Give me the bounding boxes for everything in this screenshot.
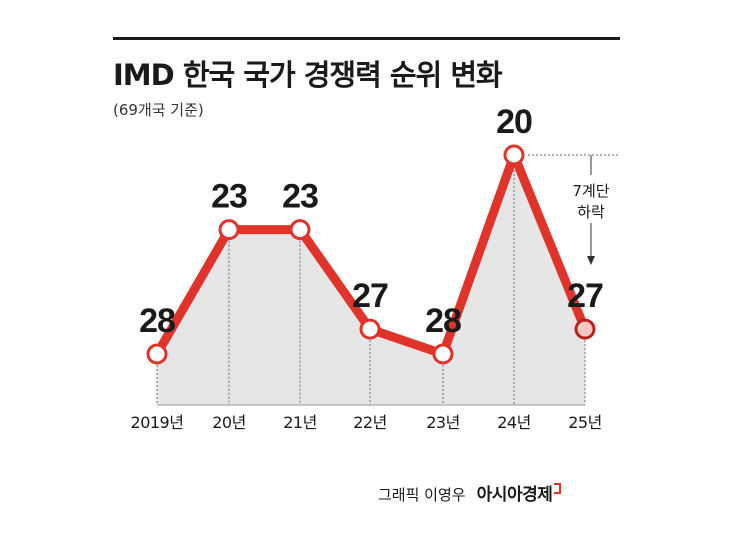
data-point-4 bbox=[432, 343, 454, 365]
data-point-1 bbox=[218, 219, 240, 241]
top-rule bbox=[113, 37, 620, 40]
x-tick-label-0: 2019년 bbox=[131, 413, 184, 432]
annotation-text-line2: 하락 bbox=[577, 203, 605, 221]
data-label-0: 28 bbox=[139, 302, 175, 340]
data-points bbox=[146, 144, 596, 365]
data-label-6: 27 bbox=[567, 277, 603, 315]
brand-logo: 아시아경제 bbox=[476, 485, 553, 505]
credit-text: 그래픽 이영우 bbox=[378, 486, 466, 504]
data-point-0 bbox=[146, 343, 168, 365]
data-point-5 bbox=[503, 144, 525, 166]
area-fill bbox=[157, 155, 585, 405]
data-label-2: 23 bbox=[282, 178, 318, 216]
data-label-1: 23 bbox=[211, 178, 247, 216]
data-label-3: 27 bbox=[352, 277, 388, 315]
x-tick-label-6: 25년 bbox=[568, 413, 602, 432]
data-label-4: 28 bbox=[425, 302, 461, 340]
x-tick-label-2: 21년 bbox=[283, 413, 317, 432]
x-tick-label-5: 24년 bbox=[497, 413, 531, 432]
x-tick-labels: 2019년 20년 21년 22년 23년 24년 25년 bbox=[131, 413, 603, 432]
x-tick-label-4: 23년 bbox=[426, 413, 460, 432]
x-tick-label-3: 22년 bbox=[353, 413, 387, 432]
drop-annotation: 7계단 하락 bbox=[528, 154, 618, 265]
data-point-6 bbox=[574, 318, 596, 340]
data-point-3 bbox=[359, 318, 381, 340]
annotation-text-line1: 7계단 bbox=[572, 182, 609, 200]
data-labels: 28 23 23 27 28 20 27 bbox=[139, 103, 604, 340]
chart-title: IMD 한국 국가 경쟁력 순위 변화 bbox=[113, 58, 503, 92]
logo-mark-icon bbox=[554, 483, 562, 494]
x-tick-label-1: 20년 bbox=[212, 413, 246, 432]
annotation-arrowhead bbox=[587, 256, 595, 265]
data-label-5: 20 bbox=[496, 103, 532, 141]
credit: 그래픽 이영우 아시아경제 bbox=[378, 480, 562, 505]
chart-subtitle: (69개국 기준) bbox=[113, 101, 204, 119]
drop-lines bbox=[156, 166, 586, 405]
data-point-2 bbox=[289, 219, 311, 241]
